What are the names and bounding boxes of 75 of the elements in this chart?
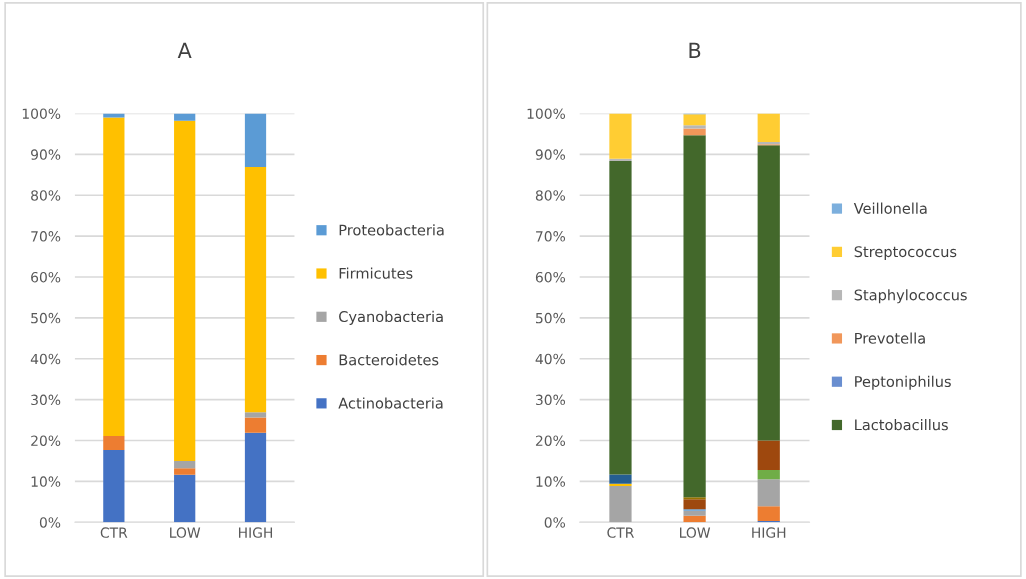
y-tick-label: 50% <box>31 312 61 324</box>
y-tick-label: 50% <box>536 312 566 324</box>
x-tick-label: CTR <box>100 527 128 538</box>
y-tick-label: 90% <box>31 149 61 160</box>
y-tick-label: 70% <box>31 231 61 242</box>
bar <box>244 167 267 413</box>
bar <box>683 497 706 500</box>
bar <box>683 515 706 523</box>
legend-label: Proteobacteria <box>339 224 444 236</box>
bar <box>683 114 706 126</box>
bar <box>174 474 196 523</box>
legend-label: Lactobacillus <box>855 419 948 431</box>
bar <box>103 117 125 437</box>
bar <box>683 125 706 129</box>
y-tick-label: 80% <box>31 190 61 201</box>
bar <box>683 510 706 516</box>
bar <box>683 128 706 136</box>
legend-label: Streptococcus <box>854 246 957 261</box>
y-tick-label: 40% <box>535 353 566 365</box>
y-tick-label: 100% <box>22 108 61 119</box>
bar <box>757 469 780 480</box>
bar <box>244 412 267 418</box>
bar <box>174 113 196 121</box>
bar <box>757 440 780 470</box>
bar <box>244 113 267 168</box>
y-tick-label: 70% <box>536 231 566 242</box>
y-tick-label: 60% <box>31 271 61 283</box>
legend-label: Prevotella <box>855 332 925 344</box>
legend-label: Veillonella <box>853 202 927 214</box>
bar <box>244 417 267 433</box>
bar <box>683 499 706 510</box>
bar <box>609 485 632 523</box>
legend-label: Peptoniphilus <box>855 375 951 390</box>
chart-title: A <box>177 42 192 58</box>
y-tick-label: 0% <box>39 517 61 528</box>
x-tick-label: HIGH <box>239 527 273 538</box>
y-tick-label: 30% <box>535 394 566 406</box>
x-tick-label: HIGH <box>752 527 786 538</box>
legend-label: Staphylococcus <box>854 289 967 304</box>
bar <box>609 113 632 159</box>
bar <box>757 145 780 441</box>
y-tick-label: 100% <box>527 108 566 119</box>
bar <box>103 436 125 450</box>
bar <box>609 474 632 484</box>
y-tick-label: 20% <box>31 435 61 446</box>
y-tick-label: 80% <box>535 190 566 201</box>
y-tick-label: 10% <box>536 476 566 487</box>
chart-title: B <box>689 42 701 58</box>
y-tick-label: 60% <box>535 271 566 283</box>
bar <box>757 506 780 522</box>
bar <box>174 460 196 469</box>
bar <box>757 113 780 143</box>
legend-label: Actinobacteria <box>338 397 443 409</box>
bar <box>757 479 780 507</box>
bar <box>174 468 196 475</box>
x-tick-label: LOW <box>170 527 201 538</box>
legend-label: Cyanobacteria <box>339 310 443 325</box>
bar <box>174 120 196 461</box>
x-tick-label: LOW <box>680 527 711 538</box>
y-tick-label: 20% <box>535 435 566 446</box>
y-tick-label: 0% <box>544 517 566 528</box>
y-tick-label: 40% <box>30 353 61 365</box>
bar <box>609 483 632 486</box>
y-tick-label: 10% <box>31 476 61 487</box>
bar <box>244 432 267 523</box>
y-tick-label: 30% <box>31 394 61 406</box>
bar <box>609 160 632 475</box>
x-tick-label: CTR <box>607 527 634 538</box>
bar <box>683 135 706 498</box>
bar <box>103 449 125 523</box>
bar <box>103 113 125 118</box>
legend-label: Firmicutes <box>339 267 413 279</box>
y-tick-label: 90% <box>535 149 566 160</box>
bar <box>609 158 632 161</box>
legend-label: Bacteroidetes <box>339 354 439 366</box>
